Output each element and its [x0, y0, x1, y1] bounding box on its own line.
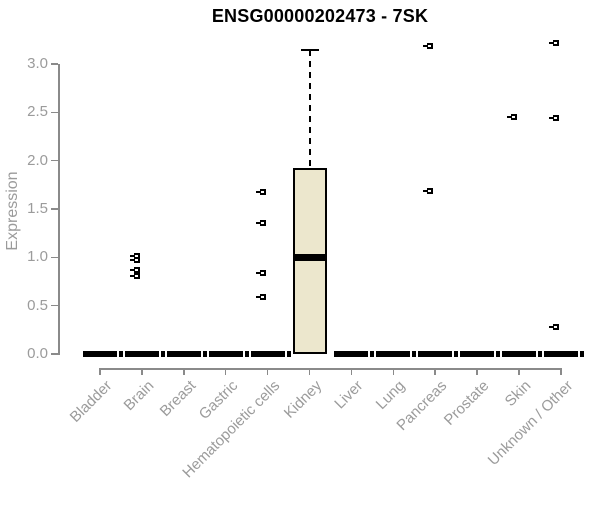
outlier-point-tick	[129, 255, 134, 258]
outlier-point	[255, 188, 266, 195]
boxplot-figure: ENSG00000202473 - 7SK Expression 0.0 0.5 1…	[4, 6, 584, 481]
zero-boxplot-bar	[502, 351, 536, 357]
zero-boxplot-bar	[208, 351, 243, 357]
outlier-point-center	[428, 189, 432, 192]
outlier-point-center	[134, 255, 138, 258]
outlier-point	[255, 293, 266, 300]
y-axis-tick	[51, 208, 58, 210]
y-axis-line	[58, 64, 60, 355]
chart-title: ENSG00000202473 - 7SK	[211, 6, 429, 26]
x-axis-tick	[224, 368, 227, 375]
boxplot-whisker-cap	[300, 48, 319, 51]
outlier-point-center	[134, 274, 138, 277]
zero-boxplot-whisker-nub	[454, 351, 459, 357]
outlier-point-center	[134, 268, 138, 271]
zero-boxplot-bar	[334, 351, 369, 357]
y-tick-label: 3.0	[27, 55, 48, 72]
outlier-point	[423, 42, 434, 49]
boxplot-median-line	[292, 253, 327, 261]
outlier-point	[548, 39, 559, 46]
outlier-point-tick	[548, 117, 553, 120]
zero-boxplot-bar	[376, 351, 411, 357]
x-axis-tick	[350, 368, 353, 375]
outlier-point-tick	[255, 295, 260, 298]
y-tick-label: 0.0	[27, 345, 48, 362]
outlier-point-tick	[507, 116, 511, 119]
outlier-point	[548, 323, 559, 330]
zero-boxplot-bar	[460, 351, 495, 357]
x-axis-tick	[518, 368, 520, 375]
x-axis-line	[100, 368, 561, 370]
outlier-point-tick	[423, 189, 428, 192]
outlier-point-tick	[423, 44, 428, 47]
outlier-point-center	[260, 295, 264, 298]
zero-boxplot-whisker-nub	[244, 351, 249, 357]
outlier-point	[255, 269, 266, 276]
outlier-point	[255, 219, 266, 226]
x-axis-tick	[141, 368, 143, 375]
zero-boxplot-whisker-nub	[286, 351, 291, 357]
outlier-point	[129, 257, 140, 264]
outlier-point-tick	[129, 259, 134, 262]
x-axis-tick	[266, 368, 269, 375]
outlier-point-tick	[129, 274, 134, 277]
x-axis-tick	[99, 368, 101, 375]
y-tick-label: 2.0	[27, 151, 48, 169]
x-axis-tick	[308, 368, 311, 375]
zero-boxplot-whisker-nub	[412, 351, 417, 357]
outlier-point-center	[512, 116, 515, 119]
x-axis-tick	[434, 368, 436, 375]
x-axis-tick	[183, 368, 185, 375]
outlier-point-tick	[255, 221, 260, 224]
zero-boxplot-bar	[418, 351, 453, 357]
y-tick-label: 0.5	[27, 296, 48, 314]
x-axis-tick	[560, 368, 562, 375]
outlier-point-center	[134, 259, 138, 262]
y-axis-tick	[51, 304, 58, 307]
outlier-point	[129, 272, 140, 279]
outlier-point	[423, 187, 434, 194]
outlier-point-center	[260, 271, 264, 274]
outlier-point-center	[553, 41, 557, 44]
zero-boxplot-bar	[543, 351, 578, 357]
boxplot-whisker	[308, 49, 311, 169]
outlier-point	[129, 253, 140, 260]
zero-boxplot-whisker-nub	[370, 351, 375, 357]
outlier-point	[507, 114, 517, 121]
y-axis-tick	[51, 256, 58, 259]
y-tick-label: 2.5	[27, 103, 48, 121]
zero-boxplot-bar	[124, 351, 159, 357]
x-axis-tick	[476, 368, 478, 375]
zero-boxplot-whisker-nub	[538, 351, 542, 357]
zero-boxplot-whisker-nub	[160, 351, 165, 357]
outlier-point-tick	[548, 325, 553, 328]
y-axis-tick	[51, 63, 58, 65]
y-axis-tick	[51, 159, 58, 162]
zero-boxplot-whisker-nub	[202, 351, 207, 357]
outlier-point-tick	[255, 190, 260, 193]
zero-boxplot-whisker-nub	[119, 351, 123, 357]
outlier-point	[548, 115, 559, 122]
outlier-point	[129, 266, 140, 273]
zero-boxplot-whisker-nub	[496, 351, 501, 357]
zero-boxplot-bar	[166, 351, 201, 357]
outlier-point-center	[428, 44, 432, 47]
zero-boxplot-whisker-nub	[579, 351, 584, 357]
outlier-point-tick	[255, 271, 260, 274]
zero-boxplot-bar	[83, 351, 117, 357]
x-axis-tick	[392, 368, 395, 375]
outlier-point-center	[553, 325, 557, 328]
y-axis-tick	[51, 111, 58, 114]
outlier-point-center	[553, 117, 557, 120]
y-axis-tick	[51, 353, 58, 355]
boxplot-box	[292, 168, 327, 354]
y-tick-label: 1.5	[27, 200, 48, 217]
outlier-point-center	[260, 221, 264, 224]
outlier-point-center	[260, 190, 264, 193]
zero-boxplot-bar	[250, 351, 285, 357]
outlier-point-tick	[129, 268, 134, 271]
outlier-point-tick	[548, 41, 553, 44]
y-tick-label: 1.0	[27, 248, 48, 266]
